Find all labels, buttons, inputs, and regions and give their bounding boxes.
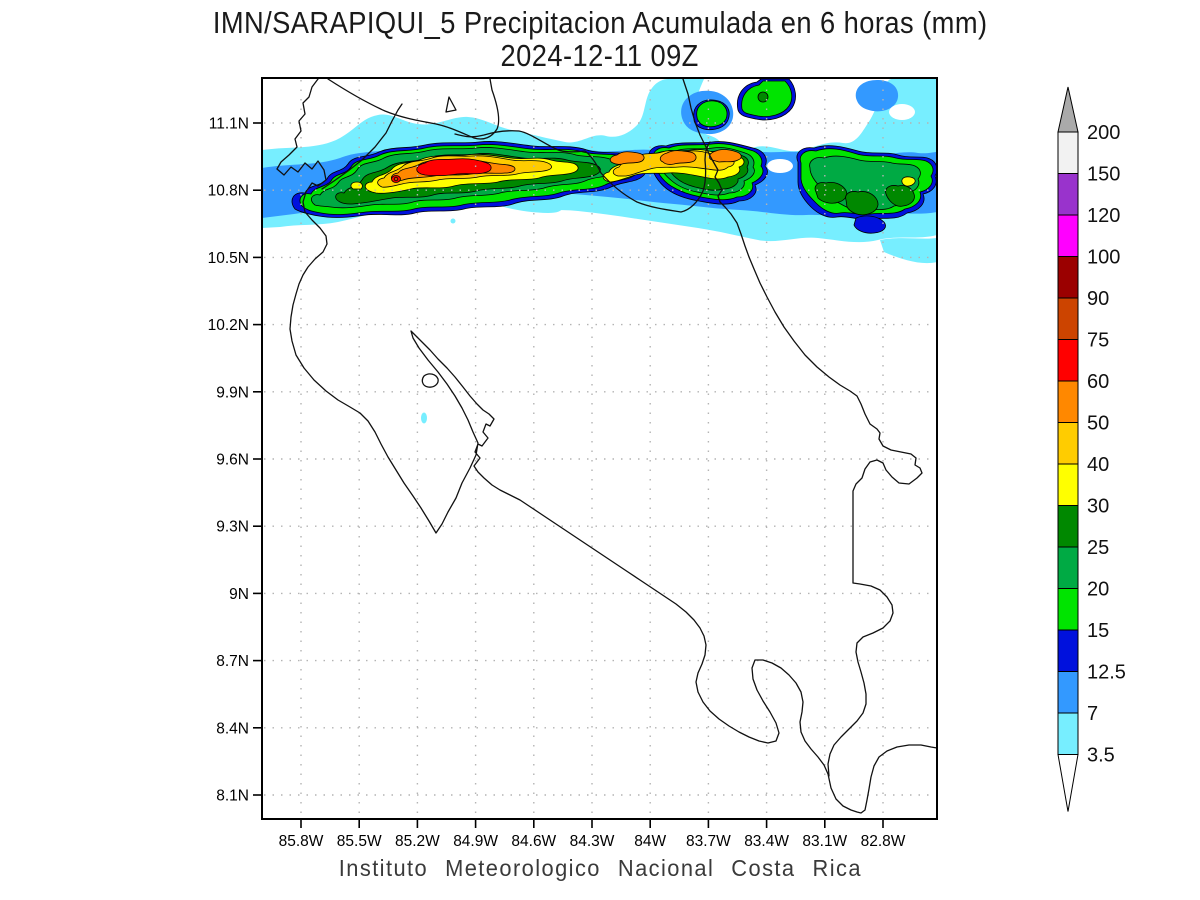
- colorbar-label: 150: [1087, 164, 1120, 186]
- lat-tick-label: 8.7N: [216, 653, 249, 670]
- lat-tick-label: 11.1N: [209, 116, 249, 133]
- lon-tick-label: 83.1W: [802, 833, 847, 850]
- lon-tick-label: 84.9W: [453, 833, 498, 850]
- lat-tick-label: 8.4N: [216, 720, 249, 737]
- pacific-coastline: [276, 78, 938, 814]
- colorbar-label: 120: [1087, 205, 1120, 227]
- lon-tick-label: 83.4W: [744, 833, 789, 850]
- gridlines: [264, 80, 935, 817]
- colorbar-label: 30: [1087, 496, 1109, 518]
- map-frame: [261, 77, 938, 820]
- colorbar-label: 75: [1087, 330, 1109, 352]
- lat-tick-label: 9N: [229, 586, 249, 603]
- lat-tick-label: 8.1N: [216, 788, 249, 805]
- colorbar-label: 25: [1087, 537, 1109, 559]
- footer-caption: Instituto Meteorologico Nacional Costa R…: [338, 855, 862, 881]
- isla-chira-outline: [421, 373, 439, 388]
- lake-nicaragua-shore: [327, 78, 500, 140]
- lon-tick-label: 85.8W: [279, 833, 324, 850]
- chart-title: IMN/SARAPIQUI_5 Precipitacion Acumulada …: [212, 5, 988, 40]
- lon-tick-label: 85.2W: [395, 833, 440, 850]
- footer-caption-block: Instituto Meteorologico Nacional Costa R…: [0, 855, 1200, 882]
- lon-tick-label: 85.5W: [337, 833, 382, 850]
- colorbar-label: 7: [1087, 703, 1098, 725]
- lat-tick-label: 9.3N: [216, 519, 249, 536]
- colorbar-label: 40: [1087, 454, 1109, 476]
- lat-tick-label: 10.2N: [208, 317, 249, 334]
- colorbar-label: 200: [1087, 122, 1120, 144]
- nicaragua-border-east: [454, 130, 711, 213]
- colorbar-label: 20: [1087, 579, 1109, 601]
- nicaragua-border-west: [321, 103, 403, 190]
- lon-tick-label: 82.8W: [861, 833, 906, 850]
- lon-tick-label: 84.3W: [570, 833, 615, 850]
- lon-tick-label: 84.6W: [511, 833, 556, 850]
- chart-header: IMN/SARAPIQUI_5 Precipitacion Acumulada …: [0, 6, 1200, 72]
- lat-tick-label: 10.5N: [208, 250, 249, 267]
- lon-tick-label: 84W: [634, 833, 666, 850]
- lat-tick-label: 9.9N: [216, 384, 249, 401]
- coastline-borders: [276, 78, 938, 814]
- colorbar-label: 12.5: [1087, 662, 1126, 684]
- lon-tick-label: 83.7W: [686, 833, 731, 850]
- colorbar-label: 100: [1087, 247, 1120, 269]
- lake-island-triangle: [445, 96, 457, 113]
- lat-tick-label: 10.8N: [208, 183, 249, 200]
- colorbar-label: 15: [1087, 620, 1109, 642]
- colorbar-label: 3.5: [1087, 745, 1115, 767]
- precip-shaded-contours: [262, 78, 938, 424]
- chart-subtitle: 2024-12-11 09Z: [500, 38, 700, 73]
- colorbar-label: 90: [1087, 288, 1109, 310]
- colorbar-label: 60: [1087, 371, 1109, 393]
- axis-ticks-labels: 11.1N 10.8N 10.5N 10.2N 9.9N 9.6N 9.3N 9N 8.7N 8.…: [208, 116, 906, 851]
- lat-tick-label: 9.6N: [216, 452, 249, 469]
- colorbar-label: 50: [1087, 413, 1109, 435]
- colorbar-legend: 200 150 120 100 90 75 60 50 40 30 25 20 15 12.5 7 3.5: [1057, 86, 1126, 812]
- caribbean-coastline: [682, 78, 923, 777]
